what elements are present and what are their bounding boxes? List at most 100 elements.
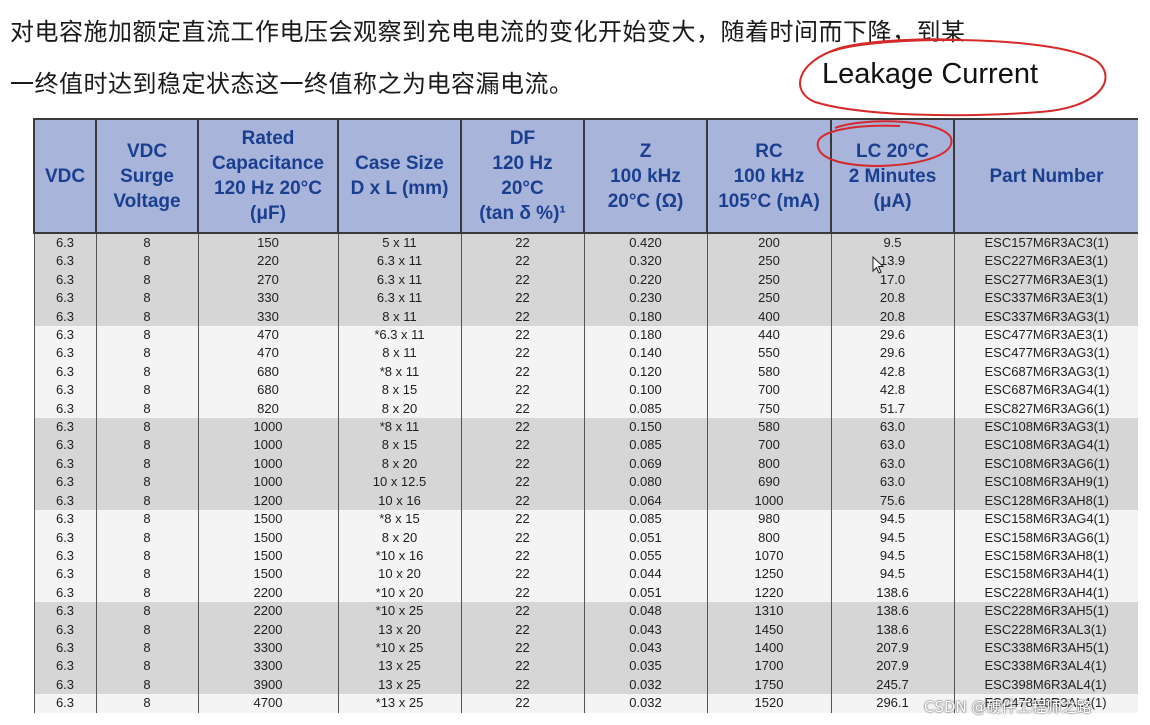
header-cell: DF 120 Hz 20°C (tan δ %)¹ [460, 118, 585, 234]
table-cell: ESC277M6R3AE3(1) [953, 270, 1138, 290]
table-cell: 6.3 x 11 [337, 289, 462, 308]
header-line: (μA) [873, 190, 912, 212]
table-cell: 470 [197, 344, 339, 363]
table-cell: 6.3 [33, 473, 97, 492]
table-row: 6.3 8 3900 13 x 25 22 0.032 1750 245.7 ESC398M6R… [33, 675, 1138, 695]
table-cell: 980 [706, 510, 832, 529]
table-row: 6.3 8 1000 *8 x 11 22 0.150 580 63.0 ESC108M6R3A… [33, 418, 1138, 437]
table-cell: 245.7 [830, 675, 955, 695]
table-cell: 1500 [197, 546, 339, 566]
table-cell: ESC108M6R3AH9(1) [953, 473, 1138, 492]
table-cell: 94.5 [830, 565, 955, 584]
table-cell: ESC227M6R3AE3(1) [953, 252, 1138, 271]
table-cell: 1520 [706, 694, 832, 713]
table-cell: 550 [706, 344, 832, 363]
table-row: 6.3 8 680 8 x 15 22 0.100 700 42.8 ESC687M6R3AG4… [33, 381, 1138, 400]
table-cell: *6.3 x 11 [337, 326, 462, 345]
header-line: Surge [120, 165, 174, 187]
header-line: 120 Hz [492, 153, 553, 174]
table-cell: ESC158M6R3AG6(1) [953, 528, 1138, 547]
table-cell: 3300 [197, 638, 339, 658]
table-cell: 22 [460, 510, 585, 529]
table-cell: 1000 [197, 473, 339, 492]
table-cell: 8 [95, 418, 199, 437]
header-line: 120 Hz 20°C [214, 178, 322, 199]
header-line: LC 20°C [855, 140, 930, 162]
table-cell: 4700 [197, 694, 339, 713]
table-cell: 0.140 [583, 344, 708, 363]
table-cell: 1450 [706, 620, 832, 639]
table-cell: 207.9 [830, 657, 955, 676]
table-cell: 22 [460, 289, 585, 308]
header-line: 100 kHz [610, 165, 681, 187]
table-row: 6.3 8 680 *8 x 11 22 0.120 580 42.8 ESC687M6R3AG… [33, 362, 1138, 382]
table-cell: 22 [460, 270, 585, 290]
table-cell: *10 x 25 [337, 602, 462, 621]
table-cell: 8 [95, 657, 199, 676]
header-line: Capacitance [212, 153, 324, 174]
table-cell: 700 [706, 436, 832, 455]
table-cell: ESC338M6R3AH5(1) [953, 638, 1138, 658]
header-cell: LC 20°C 2 Minutes (μA) [830, 118, 955, 234]
table-cell: *13 x 25 [337, 694, 462, 713]
table-cell: 270 [197, 270, 339, 290]
table-cell: 296.1 [830, 694, 955, 713]
table-cell: 10 x 16 [337, 491, 462, 511]
table-cell: 8 [95, 454, 199, 474]
table-cell: 20.8 [830, 289, 955, 308]
intro-line-2: 一终值时达到稳定状态这一终值称之为电容漏电流。 [10, 70, 574, 98]
table-cell: 250 [706, 270, 832, 290]
table-cell: *8 x 15 [337, 510, 462, 529]
table-row: 6.3 8 4700 *13 x 25 22 0.032 1520 296.1 ESC478M6… [33, 694, 1138, 713]
table-cell: 0.180 [583, 326, 708, 345]
header-line: 105°C (mA) [718, 190, 820, 212]
table-cell: 8 [95, 638, 199, 658]
table-cell: 0.064 [583, 491, 708, 511]
table-cell: 22 [460, 399, 585, 419]
table-cell: 8 [95, 473, 199, 492]
header-line: Part Number [989, 165, 1104, 187]
table-cell: 13.9 [830, 252, 955, 271]
capacitor-spec-table: VDC VDC Surge Voltage Rated Capacitance 120 Hz… [33, 118, 1138, 713]
table-cell: 690 [706, 473, 832, 492]
table-cell: 580 [706, 362, 832, 382]
table-cell: 0.035 [583, 657, 708, 676]
table-cell: 1500 [197, 528, 339, 547]
table-cell: 22 [460, 602, 585, 621]
table-cell: 1500 [197, 565, 339, 584]
table-cell: 10 x 20 [337, 565, 462, 584]
table-cell: 6.3 [33, 602, 97, 621]
table-cell: 0.085 [583, 510, 708, 529]
table-cell: 63.0 [830, 473, 955, 492]
header-line: Z [639, 140, 652, 162]
table-cell: 22 [460, 454, 585, 474]
table-cell: ESC228M6R3AL3(1) [953, 620, 1138, 639]
table-cell: 138.6 [830, 620, 955, 639]
table-row: 6.3 8 3300 13 x 25 22 0.035 1700 207.9 ESC338M6R… [33, 657, 1138, 676]
table-cell: 0.150 [583, 418, 708, 437]
table-row: 6.3 8 1500 *10 x 16 22 0.055 1070 94.5 ESC158M6R… [33, 546, 1138, 566]
table-cell: 29.6 [830, 344, 955, 363]
table-row: 6.3 8 2200 *10 x 25 22 0.048 1310 138.6 ESC228M6… [33, 602, 1138, 621]
table-cell: 22 [460, 657, 585, 676]
table-cell: 0.048 [583, 602, 708, 621]
table-cell: 0.230 [583, 289, 708, 308]
table-cell: 0.085 [583, 399, 708, 419]
table-cell: 8 [95, 528, 199, 547]
table-cell: 22 [460, 694, 585, 713]
table-cell: 6.3 [33, 252, 97, 271]
table-cell: 10 x 12.5 [337, 473, 462, 492]
table-cell: 1500 [197, 510, 339, 529]
table-row: 6.3 8 330 8 x 11 22 0.180 400 20.8 ESC337M6R3AG3… [33, 307, 1138, 327]
table-cell: 6.3 [33, 510, 97, 529]
table-cell: 6.3 [33, 270, 97, 290]
table-cell: 22 [460, 583, 585, 603]
table-cell: 22 [460, 362, 585, 382]
table-cell: 2200 [197, 583, 339, 603]
table-cell: 6.3 [33, 289, 97, 308]
table-cell: 6.3 [33, 418, 97, 437]
table-cell: 1400 [706, 638, 832, 658]
header-cell: VDC Surge Voltage [95, 118, 199, 234]
table-cell: 750 [706, 399, 832, 419]
table-cell: 17.0 [830, 270, 955, 290]
